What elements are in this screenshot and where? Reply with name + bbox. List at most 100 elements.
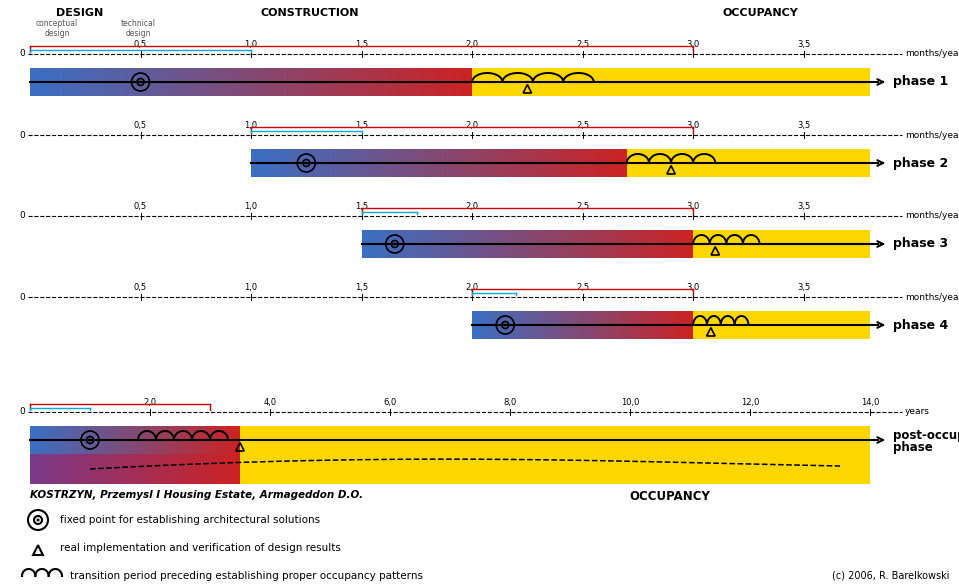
Bar: [263, 149, 264, 177]
Bar: [537, 230, 538, 258]
Bar: [345, 149, 346, 177]
Bar: [397, 230, 398, 258]
Bar: [421, 68, 422, 96]
Bar: [506, 230, 507, 258]
Bar: [315, 149, 316, 177]
Bar: [391, 68, 392, 96]
Bar: [430, 230, 432, 258]
Bar: [295, 68, 296, 96]
Bar: [549, 230, 550, 258]
Bar: [511, 230, 512, 258]
Bar: [598, 149, 599, 177]
Bar: [384, 68, 386, 96]
Bar: [288, 68, 290, 96]
Text: fixed point for establishing architectural solutions: fixed point for establishing architectur…: [60, 515, 320, 525]
Bar: [123, 68, 125, 96]
Bar: [425, 230, 426, 258]
Bar: [576, 230, 577, 258]
Bar: [139, 68, 141, 96]
Bar: [386, 149, 387, 177]
Bar: [503, 149, 504, 177]
Bar: [384, 149, 386, 177]
Bar: [421, 149, 423, 177]
Bar: [600, 230, 601, 258]
Bar: [89, 68, 90, 96]
Bar: [636, 230, 637, 258]
Bar: [438, 230, 439, 258]
Bar: [686, 230, 687, 258]
Bar: [353, 149, 354, 177]
Bar: [408, 149, 409, 177]
Bar: [530, 149, 531, 177]
Bar: [296, 68, 298, 96]
Bar: [643, 230, 644, 258]
Bar: [255, 68, 257, 96]
Bar: [449, 230, 450, 258]
Bar: [392, 230, 393, 258]
Bar: [273, 149, 275, 177]
Bar: [152, 68, 153, 96]
Bar: [309, 68, 310, 96]
Bar: [382, 230, 383, 258]
Bar: [575, 149, 576, 177]
Bar: [411, 68, 413, 96]
Bar: [570, 149, 571, 177]
Bar: [506, 149, 508, 177]
Bar: [86, 68, 87, 96]
Bar: [481, 230, 482, 258]
Bar: [467, 230, 468, 258]
Bar: [586, 230, 587, 258]
Bar: [131, 68, 133, 96]
Bar: [413, 68, 414, 96]
Bar: [90, 68, 92, 96]
Bar: [169, 68, 170, 96]
Bar: [448, 230, 449, 258]
Bar: [612, 149, 613, 177]
Bar: [465, 230, 467, 258]
Bar: [408, 68, 409, 96]
Bar: [427, 230, 428, 258]
Bar: [95, 68, 96, 96]
Bar: [573, 230, 574, 258]
Bar: [411, 230, 412, 258]
Bar: [339, 68, 341, 96]
Text: 1,0: 1,0: [245, 40, 258, 49]
Bar: [688, 230, 689, 258]
Bar: [395, 149, 396, 177]
Circle shape: [139, 81, 142, 83]
Bar: [37, 68, 39, 96]
Bar: [351, 149, 353, 177]
Bar: [114, 68, 115, 96]
Bar: [391, 230, 392, 258]
Bar: [370, 149, 371, 177]
Bar: [43, 68, 45, 96]
Bar: [442, 230, 443, 258]
Bar: [71, 68, 73, 96]
Bar: [605, 149, 607, 177]
Bar: [254, 68, 255, 96]
Bar: [533, 149, 534, 177]
Bar: [604, 149, 605, 177]
Bar: [368, 230, 369, 258]
Bar: [535, 230, 536, 258]
Bar: [233, 68, 235, 96]
Bar: [163, 68, 164, 96]
Bar: [683, 230, 685, 258]
Bar: [635, 230, 636, 258]
Bar: [377, 230, 378, 258]
Bar: [378, 68, 379, 96]
Bar: [657, 230, 658, 258]
Bar: [62, 68, 64, 96]
Bar: [337, 149, 338, 177]
Bar: [450, 68, 452, 96]
Bar: [623, 149, 624, 177]
Text: phase: phase: [893, 442, 933, 455]
Bar: [424, 230, 425, 258]
Text: 10,0: 10,0: [620, 398, 640, 407]
Bar: [375, 230, 376, 258]
Bar: [320, 68, 322, 96]
Bar: [507, 230, 508, 258]
Bar: [333, 149, 334, 177]
Bar: [478, 230, 479, 258]
Bar: [334, 149, 335, 177]
